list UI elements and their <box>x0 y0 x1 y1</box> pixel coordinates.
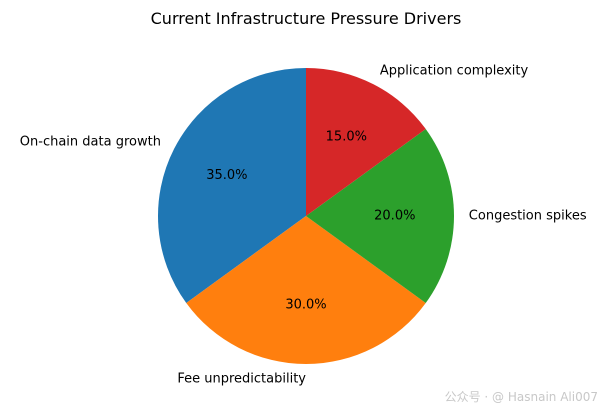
pie-slice-4 <box>306 68 426 216</box>
pie-labels: 35.0% On-chain data growth 30.0% Fee unpred… <box>20 63 587 386</box>
pie-slice-1 <box>158 68 306 303</box>
pie-percent-label-2: 30.0% <box>285 297 326 312</box>
pie-percent-label-4: 15.0% <box>326 129 367 144</box>
chart-title: Current Infrastructure Pressure Drivers <box>151 9 462 28</box>
pie-percent-label-1: 35.0% <box>206 168 247 183</box>
pie-category-label-3: Congestion spikes <box>469 209 587 224</box>
watermark: 公众号 · @ Hasnain Ali007 <box>444 390 598 404</box>
pie-category-label-2: Fee unpredictability <box>177 371 306 386</box>
pie-slice-3 <box>306 129 455 303</box>
pie-category-label-4: Application complexity <box>380 63 529 78</box>
pie-category-label-1: On-chain data growth <box>20 135 161 150</box>
pie-slice-2 <box>186 216 426 365</box>
pie-percent-label-3: 20.0% <box>374 209 415 224</box>
pie-slices <box>158 68 455 365</box>
